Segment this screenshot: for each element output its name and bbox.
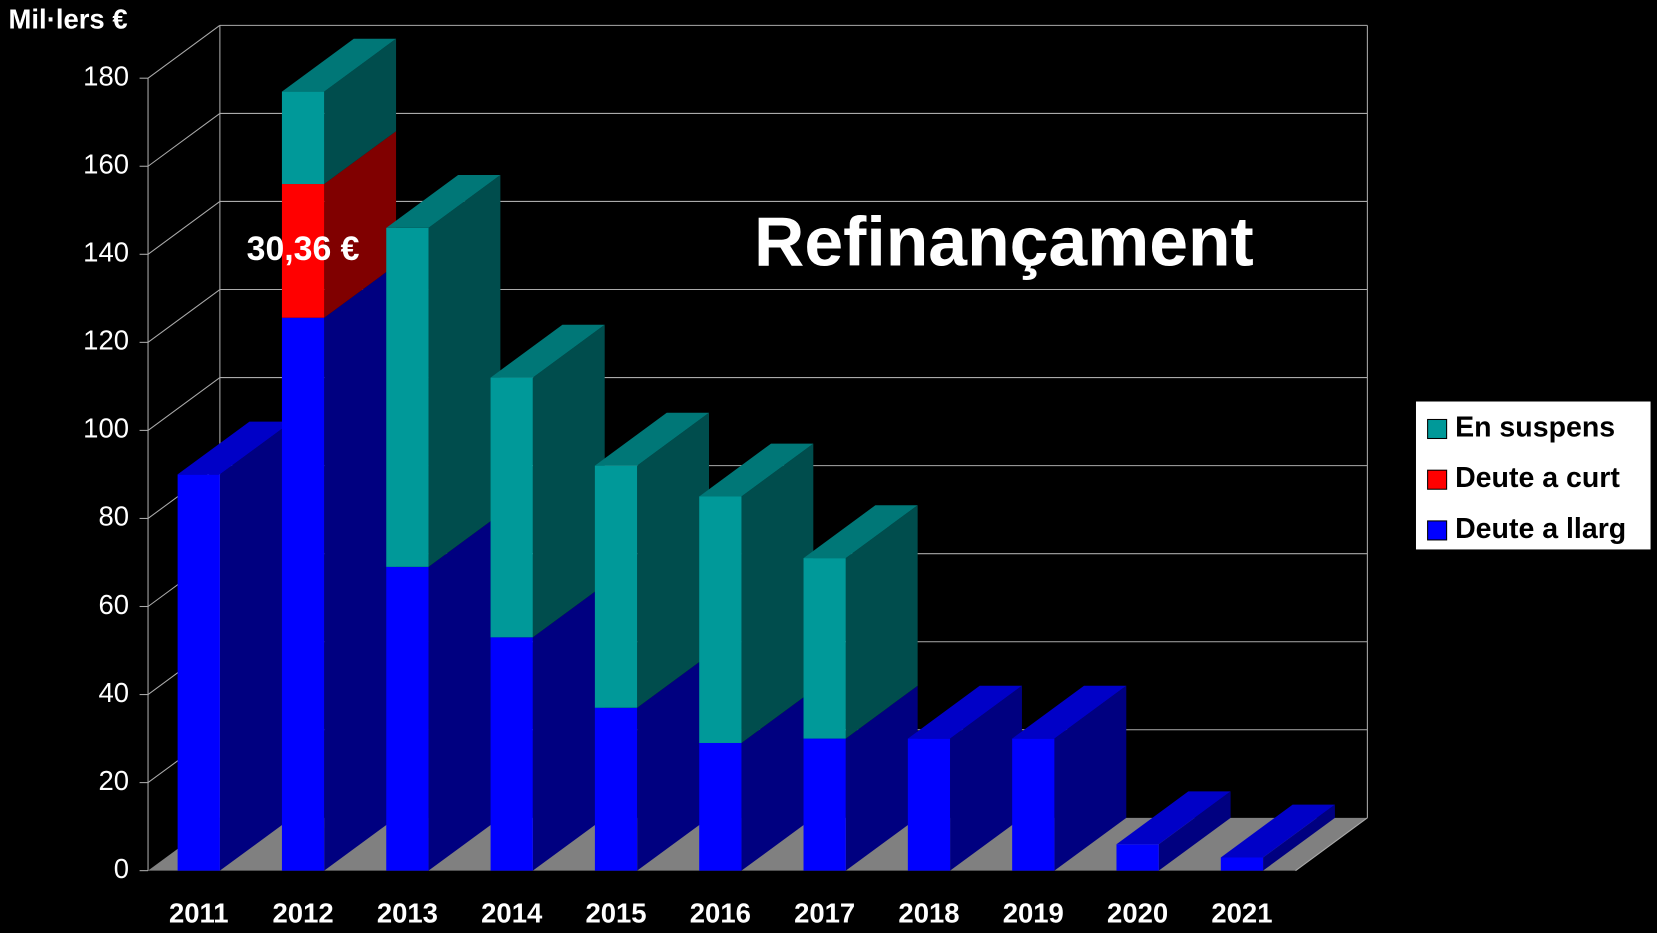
- grid-line: [147, 377, 221, 431]
- bar: [1012, 738, 1055, 871]
- legend-label: Deute a llarg: [1455, 513, 1626, 545]
- bar-top: [490, 324, 605, 378]
- bar-top: [1012, 685, 1127, 739]
- floor-edge: [1295, 817, 1368, 872]
- bar-side: [532, 584, 605, 871]
- bar: [490, 377, 533, 638]
- x-tick-label: 2012: [273, 897, 334, 928]
- legend-label: En suspens: [1455, 412, 1615, 444]
- y-tick-label: 140: [83, 237, 129, 268]
- y-axis-label: Mil·lers €: [9, 3, 128, 34]
- legend-swatch: [1427, 418, 1448, 440]
- bar-top: [1220, 804, 1335, 858]
- bar: [594, 707, 638, 871]
- bar: [1220, 857, 1264, 871]
- bar-top: [803, 505, 918, 559]
- x-tick-label: 2016: [690, 897, 751, 928]
- x-tick-label: 2018: [898, 897, 959, 928]
- bar-top: [594, 412, 710, 466]
- bar-side: [637, 654, 710, 871]
- y-tick-label: 20: [98, 765, 129, 796]
- bar-side: [845, 685, 918, 871]
- bar: [281, 317, 325, 871]
- bar-side: [950, 685, 1022, 871]
- bar: [803, 738, 846, 871]
- x-tick-label: 2017: [794, 897, 855, 928]
- y-tick-label: 40: [98, 677, 129, 708]
- bar-top: [1116, 791, 1231, 845]
- legend-box: [1415, 401, 1651, 550]
- bar-side: [1054, 685, 1127, 871]
- y-tick-label: 100: [83, 413, 129, 444]
- bar-side: [219, 421, 292, 871]
- bar-side: [324, 38, 397, 185]
- bar: [594, 465, 638, 708]
- y-tick-label: 0: [114, 853, 129, 884]
- bar: [177, 474, 220, 871]
- bar-top: [907, 685, 1022, 739]
- x-tick-label: 2019: [1003, 897, 1064, 928]
- bar: [699, 742, 742, 871]
- grid-line: [147, 201, 221, 255]
- bar: [803, 558, 846, 739]
- x-tick-label: 2014: [481, 897, 543, 928]
- bar-side: [428, 514, 501, 871]
- y-tick-label: 160: [83, 148, 129, 179]
- bar: [699, 496, 742, 743]
- bar: [281, 184, 325, 318]
- bar-side: [845, 505, 918, 739]
- bar-top: [386, 175, 501, 228]
- bar-top: [281, 38, 397, 92]
- bar-side: [741, 690, 814, 871]
- bar-side: [741, 443, 814, 743]
- x-tick-label: 2021: [1211, 897, 1272, 928]
- y-tick-label: 60: [98, 589, 129, 620]
- bar-side: [1158, 791, 1231, 871]
- bar: [1116, 844, 1159, 871]
- bar-side: [428, 175, 501, 567]
- bar: [386, 227, 429, 567]
- chart-title: Refinançament: [754, 203, 1254, 281]
- legend-swatch: [1427, 469, 1448, 490]
- bar-side: [637, 412, 710, 708]
- bar-side: [324, 264, 397, 871]
- bar: [490, 637, 533, 871]
- x-tick-label: 2020: [1107, 897, 1168, 928]
- y-tick-label: 80: [98, 501, 129, 532]
- grid-line: [147, 112, 221, 167]
- data-label: 30,36 €: [247, 230, 360, 268]
- legend: En suspens Deute a curt Deute a llarg: [1415, 401, 1651, 550]
- legend-label: Deute a curt: [1455, 462, 1620, 494]
- grid-line: [147, 289, 221, 343]
- bar: [281, 91, 325, 185]
- y-tick-label: 120: [83, 325, 129, 356]
- bar-side: [532, 324, 605, 638]
- x-tick-label: 2015: [585, 897, 646, 928]
- bar-top: [177, 421, 292, 475]
- x-tick-label: 2011: [169, 897, 229, 928]
- legend-swatch: [1427, 520, 1448, 541]
- grid-line: [147, 24, 221, 79]
- bar: [386, 566, 429, 871]
- bar-top: [699, 443, 814, 497]
- y-tick-label: 180: [83, 60, 129, 91]
- x-tick-label: 2013: [377, 897, 438, 928]
- bar-side: [1263, 804, 1335, 871]
- bar: [907, 738, 951, 871]
- bar-side: [324, 131, 397, 318]
